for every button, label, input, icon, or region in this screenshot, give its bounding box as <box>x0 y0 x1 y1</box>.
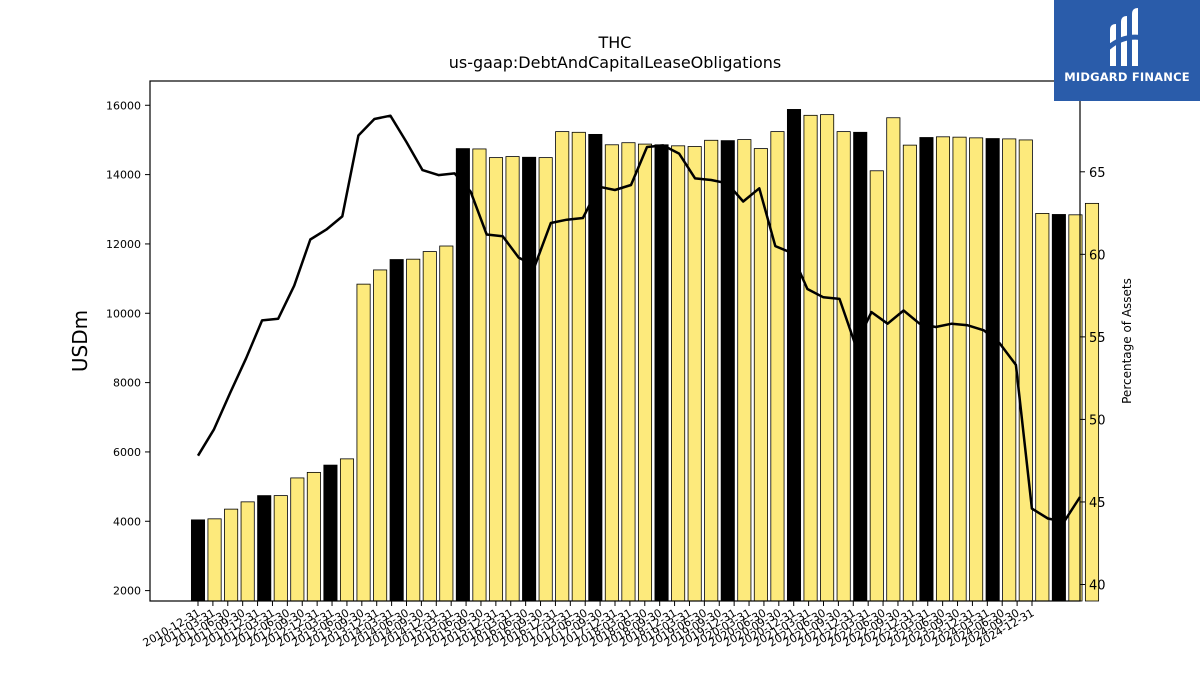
bar-2011-12-31 <box>257 495 272 602</box>
bar-2015-09-30 <box>505 156 520 602</box>
bar-2022-09-30 <box>969 137 984 602</box>
bar-2016-09-30 <box>571 131 586 602</box>
bar-2013-06-30 <box>356 283 371 602</box>
y2-tick-label-55: 55 <box>1089 331 1106 346</box>
bar-2013-12-31 <box>389 259 404 602</box>
bar-2010-12-31 <box>190 519 206 602</box>
bar-2015-12-31 <box>522 156 537 602</box>
line-series <box>196 114 1082 524</box>
bar-2023-12-31 <box>1051 214 1066 602</box>
bar-2018-06-30 <box>687 146 702 602</box>
y2-tick-label-50: 50 <box>1089 413 1106 428</box>
bar-2017-03-31 <box>604 144 619 602</box>
y2-tick-label-60: 60 <box>1089 248 1106 263</box>
y-tick-label-8000: 8000 <box>113 377 141 390</box>
bar-2017-06-30 <box>621 142 636 602</box>
bar-2021-09-30 <box>902 144 917 602</box>
bar-2012-09-30 <box>306 471 321 602</box>
logo-mark-icon <box>1106 8 1145 66</box>
bar-2020-12-31 <box>853 131 868 602</box>
y-tick-label-2000: 2000 <box>113 585 141 598</box>
y-tick-label-14000: 14000 <box>106 169 141 182</box>
bar-2012-06-30 <box>290 477 305 602</box>
bar-2018-12-31 <box>720 140 735 602</box>
bar-2019-09-30 <box>770 131 785 602</box>
y2-tick-label-65: 65 <box>1089 166 1106 181</box>
bar-2021-03-31 <box>869 170 884 602</box>
y-tick-label-4000: 4000 <box>113 515 141 528</box>
chart-subtitle: us-gaap:DebtAndCapitalLeaseObligations <box>449 53 782 72</box>
bar-2021-12-31 <box>919 137 934 602</box>
logo-text: MIDGARD FINANCE <box>1064 70 1190 84</box>
bar-2021-06-30 <box>886 117 901 602</box>
bar-2024-06-30 <box>1084 202 1100 602</box>
bar-2017-09-30 <box>637 143 653 602</box>
bar-2023-03-31 <box>1002 138 1017 602</box>
bar-2017-12-31 <box>654 144 669 602</box>
bar-2014-09-30 <box>439 245 454 602</box>
bar-2023-06-30 <box>1018 139 1033 602</box>
bar-2014-03-31 <box>406 258 421 602</box>
bar-2020-09-30 <box>836 131 851 602</box>
axes: 2000 4000 6000 8000 10000 12000 14000 16000 40 45… <box>106 80 1106 650</box>
y-tick-label-6000: 6000 <box>113 446 141 459</box>
brand-logo: MIDGARD FINANCE <box>1054 0 1200 101</box>
y2-tick-label-40: 40 <box>1089 578 1106 593</box>
bar-2022-12-31 <box>985 138 1000 602</box>
bar-2019-03-31 <box>737 139 752 602</box>
bar-2018-03-31 <box>671 145 686 602</box>
bar-2020-03-31 <box>803 114 818 602</box>
bar-2016-06-30 <box>555 131 570 602</box>
bar-series <box>190 109 1100 602</box>
bar-2014-12-31 <box>455 148 470 602</box>
y2-tick-label-45: 45 <box>1089 496 1106 511</box>
bar-2014-06-30 <box>422 251 437 602</box>
bar-2023-09-30 <box>1035 213 1050 602</box>
bar-2011-09-30 <box>240 501 255 602</box>
bar-2013-09-30 <box>373 269 388 602</box>
chart-title: THC <box>598 33 632 52</box>
bar-2011-06-30 <box>224 508 239 602</box>
bar-2015-06-30 <box>488 157 504 602</box>
bar-2022-06-30 <box>952 136 967 602</box>
bar-2011-03-31 <box>207 518 222 602</box>
y-axis-label: USDm <box>68 310 92 372</box>
bar-2013-03-31 <box>339 458 355 602</box>
bar-2019-06-30 <box>753 148 768 602</box>
bar-2020-06-30 <box>820 114 835 602</box>
y-tick-label-12000: 12000 <box>106 238 141 251</box>
bar-2018-09-30 <box>704 139 719 602</box>
bar-2012-12-31 <box>323 464 338 602</box>
bar-2022-03-31 <box>935 136 951 602</box>
bar-2012-03-31 <box>273 495 288 602</box>
percentage-line <box>196 114 1082 524</box>
y2-axis-label: Percentage of Assets <box>1120 278 1134 404</box>
y-tick-label-16000: 16000 <box>106 99 141 112</box>
y-tick-label-10000: 10000 <box>106 307 141 320</box>
bar-2019-12-31 <box>786 109 802 602</box>
